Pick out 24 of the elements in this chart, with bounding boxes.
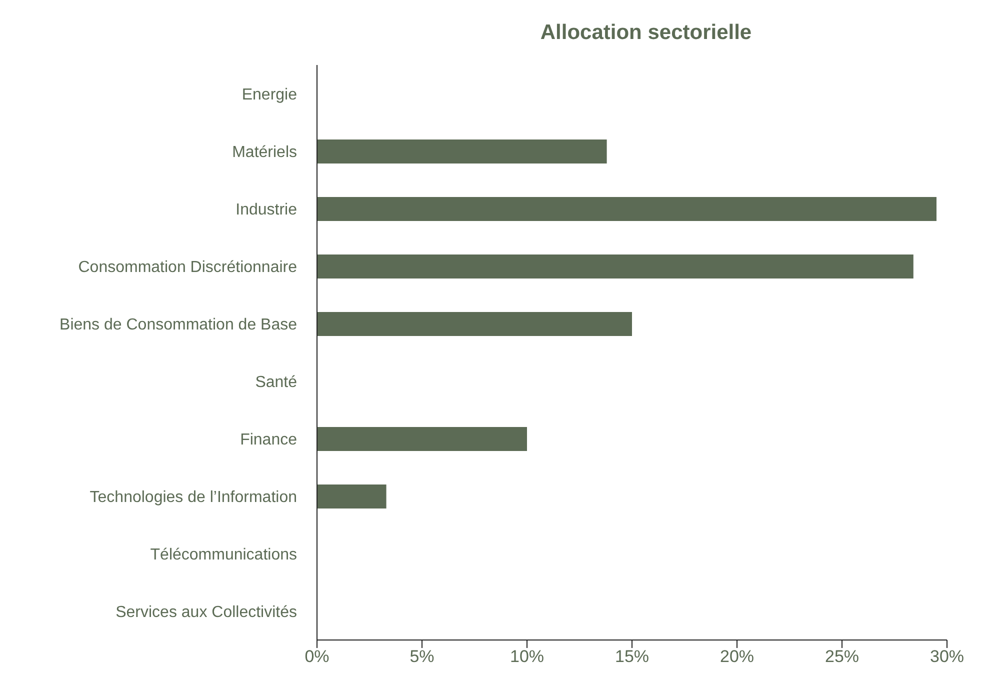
x-tick-label: 0% (304, 647, 330, 666)
y-tick-label: Finance (240, 431, 298, 448)
bar (317, 140, 607, 164)
y-tick-label: Santé (255, 374, 298, 391)
bar (317, 197, 936, 221)
bar (317, 427, 527, 451)
y-tick-label: Technologies de l’Information (90, 488, 297, 506)
bar (317, 312, 632, 336)
chart-title: Allocation sectorielle (539, 20, 753, 46)
x-tick-label: 20% (720, 647, 754, 666)
y-tick-label: Services aux Collectivités (116, 604, 297, 621)
y-tick-label: Biens de Consommation de Base (60, 316, 298, 334)
y-tick-label: Energie (242, 86, 298, 104)
y-tick-label: Consommation Discrétionnaire (78, 258, 298, 276)
x-tick-label: 5% (410, 647, 434, 666)
bar (317, 254, 914, 278)
x-tick-label: 25% (824, 647, 860, 666)
bar (317, 484, 386, 508)
x-tick-label: 10% (510, 647, 544, 666)
x-tick-label: 15% (614, 647, 650, 666)
y-tick-label: Industrie (236, 201, 298, 218)
y-tick-label: Télécommunications (150, 546, 297, 564)
x-tick-label: 30% (930, 647, 964, 666)
y-tick-label: Matériels (232, 144, 297, 161)
